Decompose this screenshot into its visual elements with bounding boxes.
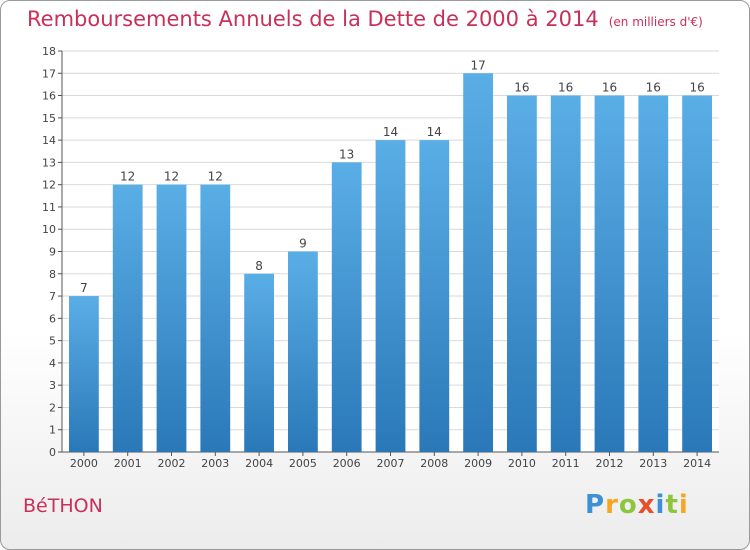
chart-unit-subtitle: (en milliers d'€) [608,15,703,29]
y-tick-label: 0 [49,446,56,459]
y-tick-label: 7 [49,290,56,303]
x-tick-label: 2010 [508,457,536,470]
bar [419,140,450,452]
data-label: 12 [120,170,135,184]
bar [288,251,318,452]
x-tick-label: 2002 [158,457,186,470]
commune-name: BéTHON [23,495,103,517]
bar [156,184,187,452]
chart-title-text: Remboursements Annuels de la Dette de 20… [27,7,599,31]
y-tick-label: 12 [42,179,56,192]
y-tick-label: 1 [49,424,56,437]
data-label: 16 [514,81,529,95]
data-label: 7 [80,281,88,295]
data-label: 16 [646,81,661,95]
y-tick-label: 6 [49,312,56,325]
y-tick-label: 16 [42,90,56,103]
proxiti-logo: Proxiti [585,490,689,520]
bar [331,162,362,452]
data-label: 12 [164,170,179,184]
data-label: 14 [383,125,398,139]
x-tick-label: 2007 [377,457,405,470]
y-tick-label: 2 [49,401,56,414]
x-tick-label: 2003 [201,457,229,470]
x-tick-label: 2009 [464,457,492,470]
data-label: 14 [427,125,442,139]
data-label: 13 [339,147,354,161]
data-label: 16 [602,81,617,95]
bar [638,95,669,453]
bar [375,140,406,452]
y-tick-label: 15 [42,112,56,125]
bar [69,296,99,452]
bar [507,95,537,453]
x-tick-label: 2005 [289,457,317,470]
bar [244,273,274,452]
x-tick-label: 2013 [639,457,667,470]
y-tick-label: 8 [49,268,56,281]
x-tick-label: 2000 [70,457,98,470]
data-label: 12 [208,170,223,184]
data-label: 16 [689,81,704,95]
x-tick-label: 2008 [420,457,448,470]
y-tick-label: 11 [42,201,56,214]
chart-title: Remboursements Annuels de la Dette de 20… [27,7,703,31]
y-tick-label: 13 [42,156,56,169]
data-label: 8 [255,259,263,273]
bar [550,95,581,453]
x-tick-label: 2011 [552,457,580,470]
data-label: 9 [299,237,307,251]
bar [112,184,143,452]
x-tick-label: 2004 [245,457,273,470]
x-tick-label: 2012 [596,457,624,470]
y-tick-label: 10 [42,223,56,236]
y-tick-label: 14 [42,134,56,147]
y-tick-label: 4 [49,357,56,370]
x-tick-label: 2014 [683,457,711,470]
data-label: 17 [470,58,485,72]
data-label: 16 [558,81,573,95]
y-tick-label: 9 [49,246,56,259]
bar [463,73,493,453]
x-tick-label: 2001 [114,457,142,470]
bar [682,95,712,453]
y-tick-label: 5 [49,335,56,348]
y-tick-label: 3 [49,379,56,392]
y-tick-label: 17 [42,67,56,80]
y-tick-label: 18 [42,45,56,58]
bar [200,184,231,452]
bar [594,95,625,453]
x-tick-label: 2006 [333,457,361,470]
